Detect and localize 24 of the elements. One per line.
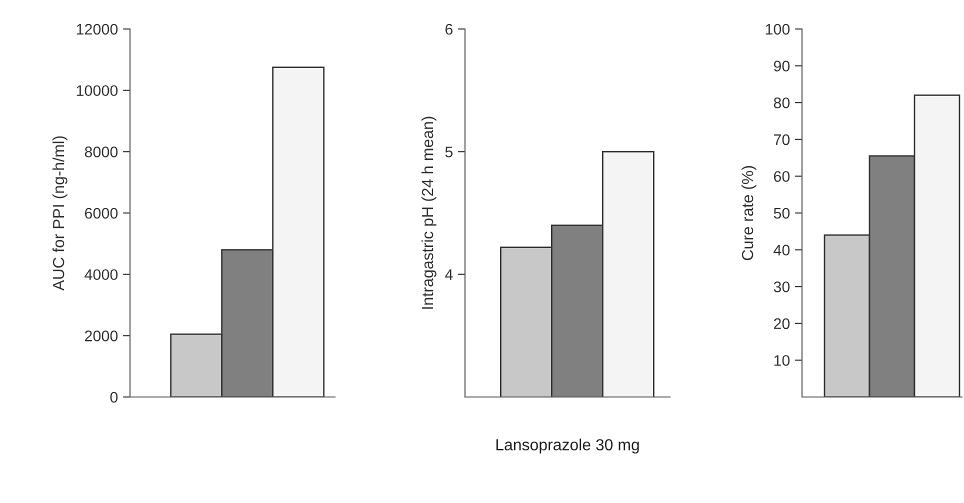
- y-tick-label: 70: [774, 134, 790, 146]
- y-tick-label: 30: [774, 281, 790, 292]
- y-tick-label: 10: [774, 355, 790, 366]
- y-tick-label: 10000: [76, 85, 118, 96]
- y-axis-title: Intragastric pH (24 h mean): [421, 116, 436, 309]
- y-tick-label: 12000: [76, 24, 118, 35]
- y-axis-title: AUC for PPI (ng-h/ml): [52, 136, 68, 291]
- y-tick-label: 50: [774, 208, 790, 219]
- y-tick-label: 20: [774, 318, 790, 330]
- y-tick-label: 6: [445, 24, 453, 35]
- y-axis-title: Cure rate (%): [741, 166, 756, 260]
- y-tick-label: 0: [110, 392, 118, 403]
- x-axis-title: Lansoprazole 30 mg: [496, 438, 639, 454]
- y-tick-label: 40: [774, 244, 790, 256]
- y-tick-label: 4: [445, 269, 453, 280]
- y-tick-label: 60: [774, 171, 790, 182]
- y-tick-label: 5: [445, 146, 453, 158]
- y-tick-label: 80: [774, 97, 790, 108]
- y-tick-label: 8000: [84, 146, 118, 158]
- y-tick-label: 6000: [84, 208, 118, 219]
- y-tick-label: 100: [766, 24, 790, 35]
- y-tick-label: 2000: [84, 330, 118, 342]
- y-tick-label: 4000: [84, 269, 118, 280]
- y-tick-label: 90: [774, 60, 790, 72]
